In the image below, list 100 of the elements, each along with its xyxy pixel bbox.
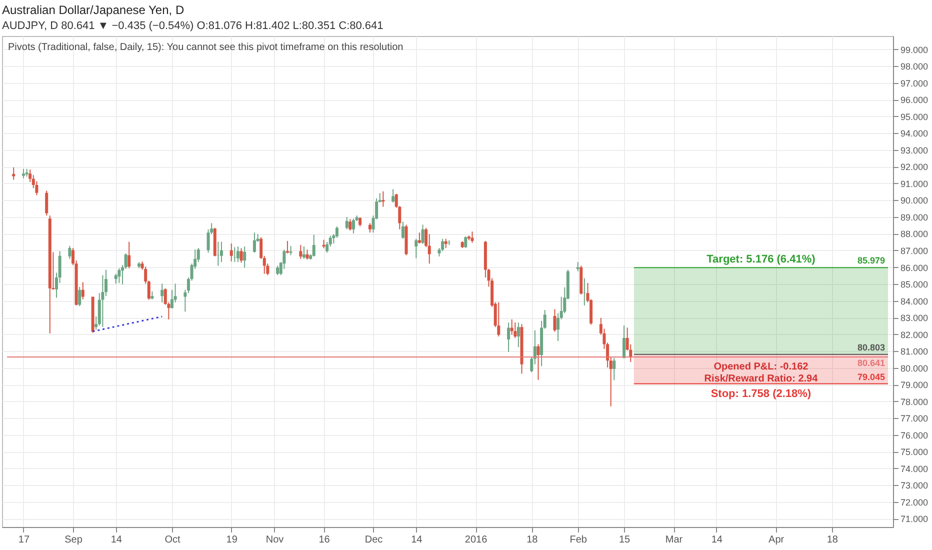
candlestick xyxy=(507,322,510,352)
candlestick xyxy=(514,322,517,338)
annotation: Opened P&L: -0.162 xyxy=(714,361,809,372)
y-tick-label: 82.000 xyxy=(900,330,928,340)
candlestick xyxy=(302,246,306,260)
candlestick xyxy=(78,286,82,307)
ref-line-label: 80.641 xyxy=(857,358,885,368)
y-tick-label: 74.000 xyxy=(900,464,928,474)
candlestick xyxy=(286,240,289,254)
y-tick-label: 95.000 xyxy=(900,112,928,122)
x-tick-label: 14 xyxy=(711,534,723,546)
y-tick-label: 73.000 xyxy=(900,480,928,491)
x-tick-label: Oct xyxy=(164,534,180,546)
candlestick xyxy=(352,218,355,234)
y-tick-label: 94.000 xyxy=(900,128,928,139)
y-tick-label: 88.000 xyxy=(900,229,928,240)
y-tick-label: 90.000 xyxy=(900,196,928,206)
y-tick-label: 76.000 xyxy=(900,430,928,440)
y-tick-label: 77.000 xyxy=(900,414,928,424)
candlestick xyxy=(392,188,395,203)
y-tick-label: 79.000 xyxy=(900,380,928,390)
y-tick-label: 97.000 xyxy=(900,78,928,88)
band-label: Stop: 1.758 (2.18%) xyxy=(710,388,812,400)
x-tick-label: Nov xyxy=(266,534,284,546)
candlestick xyxy=(243,246,246,268)
y-tick-label: 91.000 xyxy=(900,178,928,189)
candlestick xyxy=(118,268,121,284)
x-tick-label: Sep xyxy=(64,534,83,546)
candlestick xyxy=(382,190,385,208)
x-tick-label: 18 xyxy=(526,534,538,546)
y-tick-label: 72.000 xyxy=(900,497,928,508)
y-tick-label: 75.000 xyxy=(900,447,928,458)
y-tick-label: 78.000 xyxy=(900,396,928,407)
candlestick xyxy=(220,241,223,263)
candlestick xyxy=(414,238,418,259)
y-tick-label: 84.000 xyxy=(900,296,928,306)
y-tick-label: 71.000 xyxy=(900,514,928,524)
candlestick xyxy=(233,246,236,263)
candlestick xyxy=(12,166,16,180)
y-tick-label: 85.000 xyxy=(900,280,928,290)
y-tick-label: 89.000 xyxy=(900,212,928,222)
x-tick-label: 17 xyxy=(18,534,30,546)
x-tick-label: Feb xyxy=(570,534,588,546)
candlestick xyxy=(464,236,468,248)
x-tick-label: 19 xyxy=(226,534,238,546)
candlestick xyxy=(418,232,421,244)
x-tick-label: Dec xyxy=(364,534,383,546)
y-tick-label: 99.000 xyxy=(900,44,928,55)
candlestick xyxy=(536,344,540,380)
candlestick xyxy=(401,221,404,240)
chart-title: Australian Dollar/Japanese Yen, D xyxy=(2,3,184,17)
x-tick-label: 2016 xyxy=(464,534,488,546)
ref-line-label: 85.979 xyxy=(857,256,885,266)
y-tick-label: 86.000 xyxy=(900,262,928,273)
y-tick-label: 96.000 xyxy=(900,95,928,106)
candlestick xyxy=(160,283,164,303)
candlestick xyxy=(45,190,48,216)
x-tick-label: 15 xyxy=(618,534,631,546)
candlestick xyxy=(358,216,362,227)
y-tick-label: 83.000 xyxy=(900,313,928,324)
candlestick xyxy=(240,248,243,264)
candlestick xyxy=(345,216,348,230)
y-tick-label: 81.000 xyxy=(900,346,928,357)
y-tick-label: 80.000 xyxy=(900,363,928,374)
candlestick xyxy=(236,246,240,263)
chart-subtitle: AUDJPY, D 80.641 ▼ −0.435 (−0.54%) O:81.076 H:81.402 L:80.351 C:80.641 xyxy=(2,20,384,32)
y-tick-label: 92.000 xyxy=(900,162,928,172)
candlestick xyxy=(128,241,131,269)
candlestick xyxy=(22,168,25,179)
candlestick xyxy=(348,218,352,231)
x-tick-label: 14 xyxy=(110,534,122,546)
candlestick xyxy=(81,282,84,300)
candlestick xyxy=(553,308,556,332)
x-tick-label: Apr xyxy=(768,534,785,546)
candlestick xyxy=(612,358,616,381)
candlestick xyxy=(276,265,280,276)
y-tick-label: 93.000 xyxy=(900,145,928,156)
candlestick xyxy=(421,224,424,244)
candlestick xyxy=(510,318,514,336)
candlestick xyxy=(68,245,72,260)
x-tick-label: 16 xyxy=(318,534,330,546)
candlestick xyxy=(306,249,309,260)
candlestick xyxy=(516,322,520,348)
candlestick xyxy=(470,231,474,244)
candlestick xyxy=(497,302,500,337)
candlestick xyxy=(230,242,233,262)
y-tick-label: 87.000 xyxy=(900,246,928,256)
candlestick xyxy=(252,232,256,254)
x-tick-label: 18 xyxy=(826,534,838,546)
annotation: Risk/Reward Ratio: 2.94 xyxy=(704,373,818,384)
candlestick xyxy=(368,222,372,234)
y-tick-label: 98.000 xyxy=(900,62,928,72)
candlestick xyxy=(576,262,580,272)
candlestick xyxy=(444,238,448,248)
ref-line-label: 79.045 xyxy=(857,372,885,382)
annotation: Pivots (Traditional, false, Daily, 15): You cannot see this pivot timeframe on this resolution xyxy=(8,42,404,53)
x-tick-label: 14 xyxy=(411,534,423,546)
band-label: Target: 5.176 (6.41%) xyxy=(706,254,816,266)
candlestick xyxy=(622,325,626,359)
candlestick xyxy=(312,234,316,258)
